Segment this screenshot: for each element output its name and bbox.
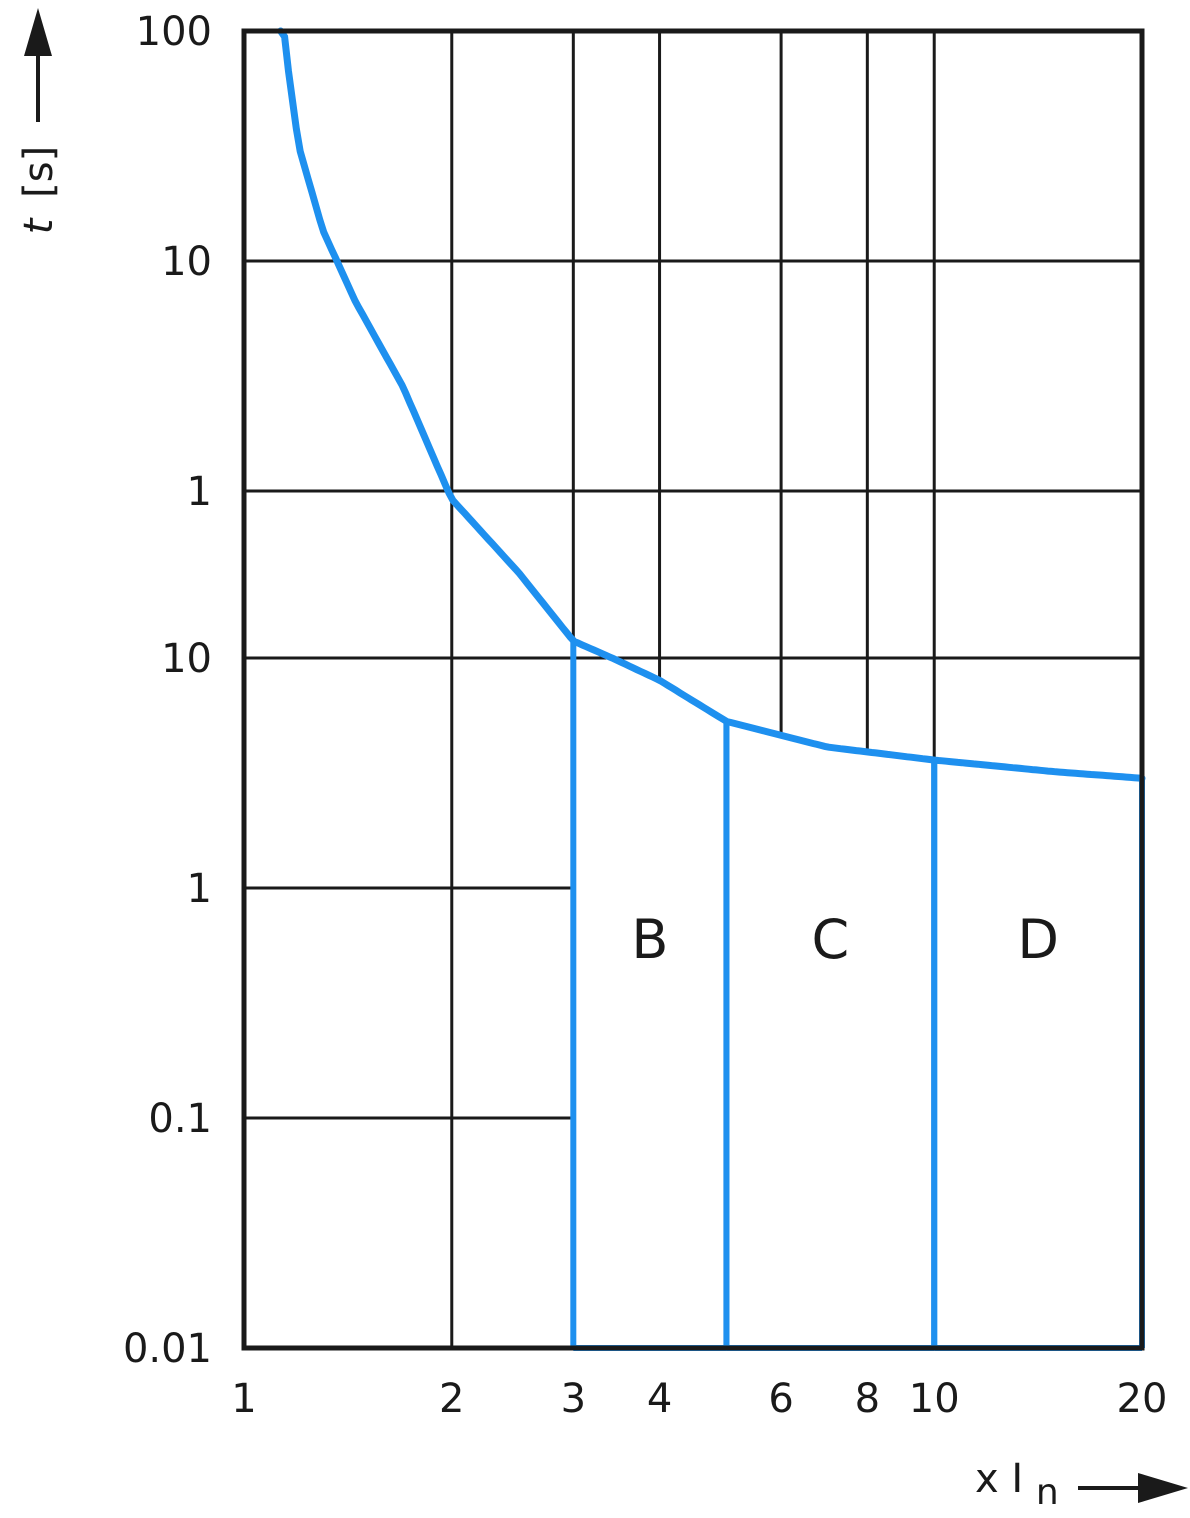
y-tick-label: 0.01 (123, 1326, 212, 1372)
x-tick-label: 6 (768, 1376, 793, 1422)
x-tick-label: 4 (647, 1376, 672, 1422)
y-tick-label: 100 (136, 9, 212, 55)
y-axis-title: t [s] (16, 146, 62, 234)
svg-text:x I n: x I n (975, 1456, 1059, 1513)
x-tick-label: 20 (1117, 1376, 1168, 1422)
zone-label-d: D (1017, 908, 1059, 971)
tick-labels: 100 10 1 10 1 0.1 0.01 1 2 3 4 6 8 10 20 (123, 9, 1168, 1422)
y-tick-label: 1 (187, 469, 212, 515)
grid (244, 31, 1142, 1348)
trip-curve-line (277, 27, 1146, 782)
y-axis-variable: t (16, 217, 62, 234)
svg-text:t [s]: t [s] (16, 146, 62, 234)
plot-frame (241, 28, 1145, 1351)
trip-curve (277, 27, 1146, 782)
zone-label-c: C (811, 908, 849, 971)
x-tick-label: 2 (439, 1376, 464, 1422)
y-tick-label: 1 (187, 866, 212, 912)
y-axis-unit: [s] (16, 146, 62, 198)
zone-label-b: B (631, 908, 668, 971)
y-axis-arrow (24, 8, 52, 122)
tripping-zones (570, 641, 1145, 1351)
x-axis-subscript: n (1036, 1472, 1059, 1513)
y-tick-label: 10 (161, 239, 212, 285)
y-tick-label: 0.1 (148, 1096, 212, 1142)
x-tick-label: 8 (855, 1376, 880, 1422)
x-tick-label: 3 (561, 1376, 586, 1422)
x-axis-title: x I n (975, 1456, 1059, 1513)
x-axis-label: x I (975, 1456, 1023, 1502)
x-axis-arrow (1078, 1473, 1188, 1503)
x-tick-label: 1 (231, 1376, 256, 1422)
x-tick-label: 10 (909, 1376, 960, 1422)
zone-labels: B C D (631, 908, 1059, 971)
y-tick-label: 10 (161, 636, 212, 682)
